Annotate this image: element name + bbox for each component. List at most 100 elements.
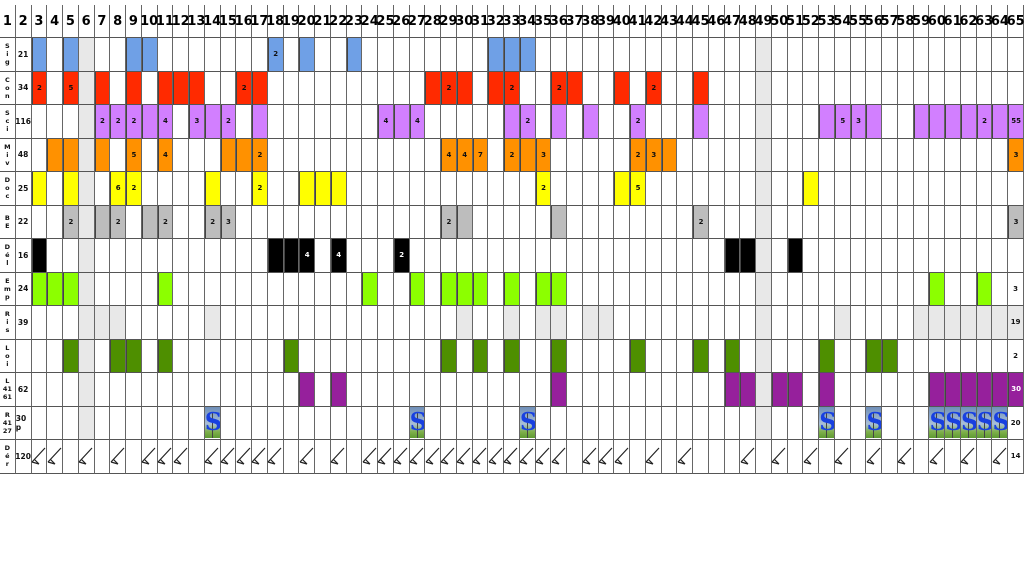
grid-cell [157, 38, 174, 72]
grid-cell [724, 38, 741, 72]
marked-cell [803, 172, 820, 206]
marked-cell [425, 440, 442, 474]
grid-cell [992, 138, 1009, 172]
grid-cell [236, 38, 253, 72]
grid-cell [393, 339, 410, 373]
grid-cell [78, 239, 95, 273]
grid-cell [850, 38, 867, 72]
marked-cell: 2 [236, 71, 253, 105]
cell-count: 2 [131, 184, 137, 193]
grid-cell [189, 239, 205, 273]
marked-cell [393, 105, 410, 139]
marked-cell [141, 105, 158, 139]
grid-cell [110, 239, 127, 273]
grid-cell [661, 71, 678, 105]
grid-cell [519, 205, 536, 239]
grid-cell [425, 38, 442, 72]
marked-cell [94, 205, 111, 239]
marked-cell [551, 105, 568, 139]
grid-cell [267, 105, 284, 139]
grid-cell [204, 239, 221, 273]
pen-stroke-icon [614, 445, 630, 467]
grid-cell [567, 239, 583, 273]
marked-cell [992, 373, 1009, 407]
grid-cell [614, 105, 631, 139]
marked-cell: 4 [409, 105, 426, 139]
pen-stroke-icon [645, 445, 661, 467]
grid-cell [724, 406, 741, 440]
grid-cell [47, 373, 63, 407]
cell-count: 3 [194, 117, 200, 126]
grid-cell [661, 38, 678, 72]
grid-cell [582, 406, 599, 440]
row-label-part: E [5, 221, 10, 230]
grid-cell [803, 373, 820, 407]
grid-cell [897, 38, 914, 72]
row-label-part: i [6, 50, 9, 59]
grid-cell [598, 339, 615, 373]
column-header: 47 [723, 5, 741, 38]
grid-cell [47, 172, 63, 206]
grid-cell [740, 71, 757, 105]
grid-cell [63, 373, 79, 407]
cell-count: 2 [446, 83, 452, 92]
grid-cell [299, 205, 316, 239]
grid-cell [771, 205, 788, 239]
grid-cell [897, 373, 914, 407]
marked-cell [504, 105, 520, 139]
grid-cell [535, 38, 552, 72]
grid-cell [252, 306, 268, 340]
marked-cell [63, 272, 79, 306]
grid-cell [346, 440, 363, 474]
pen-stroke-icon [771, 445, 787, 467]
row-total: 34 [15, 71, 32, 105]
s-glyph: S [945, 407, 960, 437]
marked-cell: 3 [850, 105, 867, 139]
grid-cell [913, 440, 930, 474]
grid-cell [677, 239, 694, 273]
s-glyph: S [960, 407, 976, 437]
grid-cell [535, 71, 552, 105]
grid-cell [346, 406, 363, 440]
grid-cell [173, 105, 190, 139]
grid-cell [945, 205, 961, 239]
grid-cell [708, 71, 725, 105]
grid-cell [866, 239, 883, 273]
grid-cell [803, 339, 820, 373]
grid-cell [897, 205, 914, 239]
marked-cell [441, 339, 457, 373]
grid-cell [724, 306, 741, 340]
grid-cell [173, 406, 190, 440]
grid-cell [173, 138, 190, 172]
grid-cell [913, 239, 930, 273]
grid-cell [504, 239, 520, 273]
grid-cell [677, 205, 694, 239]
grid-cell [409, 306, 426, 340]
cell-count: 2 [115, 217, 121, 226]
grid-cell [976, 440, 993, 474]
grid-cell [441, 406, 457, 440]
grid-cell [283, 373, 300, 407]
grid-cell [78, 105, 95, 139]
grid-cell [456, 373, 473, 407]
pen-stroke-icon [677, 445, 693, 467]
grid-cell [866, 172, 883, 206]
grid-cell [504, 373, 520, 407]
pen-stroke-icon [535, 445, 551, 467]
grid-cell [472, 71, 489, 105]
cell-count: 2 [115, 117, 121, 126]
grid-cell [645, 306, 662, 340]
cell-count: 2 [257, 184, 263, 193]
cell-count: 19 [1010, 318, 1021, 327]
marked-cell [551, 373, 568, 407]
row-label-part: 41 [2, 385, 12, 394]
grid-cell [236, 373, 253, 407]
grid-cell [551, 239, 568, 273]
grid-cell [630, 440, 646, 474]
marked-cell: 2 [157, 205, 174, 239]
marked-cell [31, 440, 48, 474]
grid-cell [283, 272, 300, 306]
column-header: 9 [126, 5, 142, 38]
grid-cell [598, 373, 615, 407]
